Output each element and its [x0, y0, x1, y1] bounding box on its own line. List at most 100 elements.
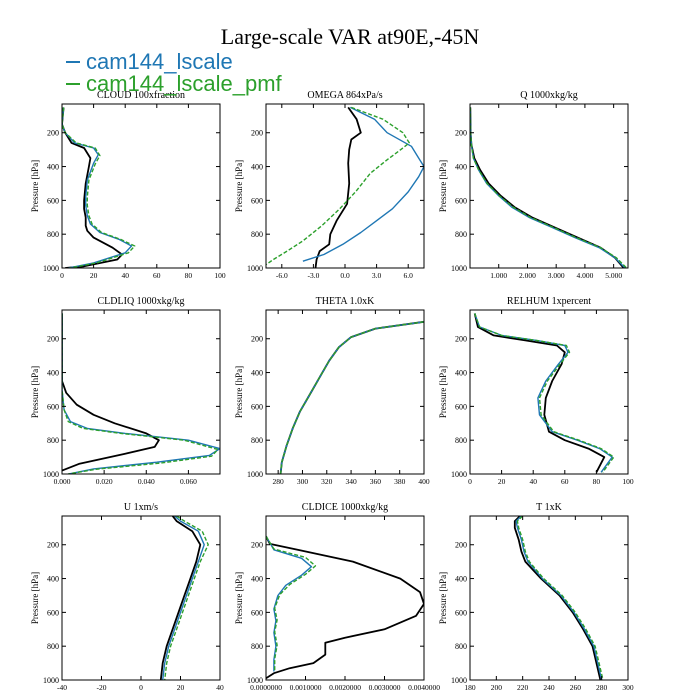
- series-lscale-pmf-line: [279, 321, 424, 474]
- y-tick-label: 1000: [43, 470, 59, 479]
- y-tick-label: 400: [455, 163, 467, 172]
- x-tick-label: 6.0: [404, 271, 414, 280]
- y-tick-label: 800: [47, 436, 59, 445]
- plot-frame: [469, 515, 629, 681]
- x-tick-label: 3.0: [372, 271, 382, 280]
- x-tick-label: 300: [622, 683, 634, 692]
- x-tick-label: 340: [345, 477, 357, 486]
- y-tick-label: 400: [47, 369, 59, 378]
- y-tick-label: 800: [47, 230, 59, 239]
- y-axis-label: Pressure [hPa]: [234, 572, 244, 624]
- y-tick-label: 1000: [451, 676, 467, 685]
- y-tick-label: 1000: [247, 264, 263, 273]
- x-tick-label: 0.0030000: [369, 683, 401, 692]
- series-lscale-pmf-line: [62, 313, 219, 474]
- y-tick-label: 400: [251, 163, 263, 172]
- legend-entry-lscale-pmf: cam144_lscale_pmf: [66, 71, 282, 96]
- x-tick-label: 1.000: [490, 271, 507, 280]
- series-lscale-pmf-line: [62, 107, 136, 268]
- y-axis-label: Pressure [hPa]: [234, 366, 244, 418]
- y-tick-label: 600: [47, 402, 59, 411]
- x-tick-label: 60: [153, 271, 161, 280]
- plot-frame: [61, 515, 221, 681]
- x-tick-label: 5.000: [605, 271, 622, 280]
- y-tick-label: 600: [251, 402, 263, 411]
- series-control-line: [62, 107, 123, 268]
- x-tick-label: -20: [97, 683, 107, 692]
- x-tick-label: -40: [57, 683, 67, 692]
- series-control-line: [159, 516, 202, 680]
- x-tick-label: 40: [529, 477, 537, 486]
- plot-frame: [469, 309, 629, 475]
- y-tick-label: 400: [251, 369, 263, 378]
- x-tick-label: 20: [90, 271, 98, 280]
- y-axis-label: Pressure [hPa]: [30, 160, 40, 212]
- x-tick-label: 40: [216, 683, 224, 692]
- series-lscale-line: [279, 321, 424, 474]
- series-lscale-pmf-line: [470, 107, 628, 268]
- y-tick-label: 600: [251, 196, 263, 205]
- x-tick-label: 280: [273, 477, 285, 486]
- plot-frame: [61, 309, 221, 475]
- panel-2: Q 1000xkg/kg 200 400 600 800 1000 Pressure [hP…: [438, 90, 629, 280]
- y-tick-label: 800: [455, 436, 467, 445]
- panel-title: CLDICE 1000xkg/kg: [302, 502, 388, 513]
- panel-title: RELHUM 1xpercent: [507, 296, 591, 307]
- series-lscale-pmf-line: [164, 516, 209, 680]
- x-tick-label: 3.000: [548, 271, 565, 280]
- x-tick-label: 80: [185, 271, 193, 280]
- legend-swatch-lscale-pmf: [66, 83, 80, 85]
- x-tick-label: 280: [596, 683, 608, 692]
- plot-frame: [61, 103, 221, 269]
- series-control-line: [470, 107, 625, 268]
- y-tick-label: 600: [455, 196, 467, 205]
- x-tick-label: 0.0040000: [408, 683, 440, 692]
- figure-title: Large-scale VAR at90E,-45N: [220, 24, 480, 49]
- y-tick-label: 800: [251, 642, 263, 651]
- x-tick-label: 2.000: [519, 271, 536, 280]
- y-tick-label: 200: [47, 335, 59, 344]
- x-tick-label: 0.000: [54, 477, 71, 486]
- y-tick-label: 400: [251, 575, 263, 584]
- y-tick-label: 600: [455, 402, 467, 411]
- y-tick-label: 1000: [247, 676, 263, 685]
- x-tick-label: 0.040: [138, 477, 155, 486]
- x-tick-label: 20: [177, 683, 185, 692]
- y-axis-label: Pressure [hPa]: [234, 160, 244, 212]
- series-lscale-line: [474, 313, 613, 473]
- legend-label-lscale: cam144_lscale: [86, 49, 233, 74]
- y-tick-label: 200: [455, 541, 467, 550]
- y-axis-label: Pressure [hPa]: [30, 366, 40, 418]
- y-tick-label: 200: [251, 335, 263, 344]
- x-tick-label: 20: [498, 477, 506, 486]
- legend-label-lscale-pmf: cam144_lscale_pmf: [86, 71, 282, 96]
- y-tick-label: 400: [455, 575, 467, 584]
- x-tick-label: 0.0000000: [250, 683, 282, 692]
- x-tick-label: 360: [370, 477, 382, 486]
- x-tick-label: 240: [543, 683, 555, 692]
- x-tick-label: 100: [214, 271, 226, 280]
- panel-8: T 1xK 200 400 600 800 1000 Pressure [hPa] 180 20…: [438, 502, 634, 692]
- panel-title: CLOUD 100xfraction: [97, 90, 185, 101]
- panel-title: Q 1000xkg/kg: [520, 90, 578, 101]
- series-control-line: [279, 320, 424, 474]
- series-control-line: [314, 106, 362, 268]
- x-tick-label: 320: [321, 477, 333, 486]
- y-tick-label: 200: [251, 129, 263, 138]
- series-control-line: [513, 516, 602, 680]
- y-tick-label: 1000: [247, 470, 263, 479]
- x-tick-label: 0: [139, 683, 143, 692]
- y-tick-label: 600: [47, 608, 59, 617]
- x-tick-label: 60: [561, 477, 569, 486]
- y-axis-label: Pressure [hPa]: [30, 572, 40, 624]
- panel-title: U 1xm/s: [124, 502, 158, 513]
- legend-swatch-lscale: [66, 61, 80, 63]
- series-control-line: [473, 313, 606, 473]
- x-tick-label: 300: [297, 477, 309, 486]
- x-tick-label: 260: [570, 683, 582, 692]
- y-tick-label: 1000: [43, 264, 59, 273]
- series-lscale-line: [62, 313, 220, 474]
- panel-0: CLOUD 100xfraction2004006008001000Pressu…: [30, 90, 226, 280]
- x-tick-label: 180: [464, 683, 476, 692]
